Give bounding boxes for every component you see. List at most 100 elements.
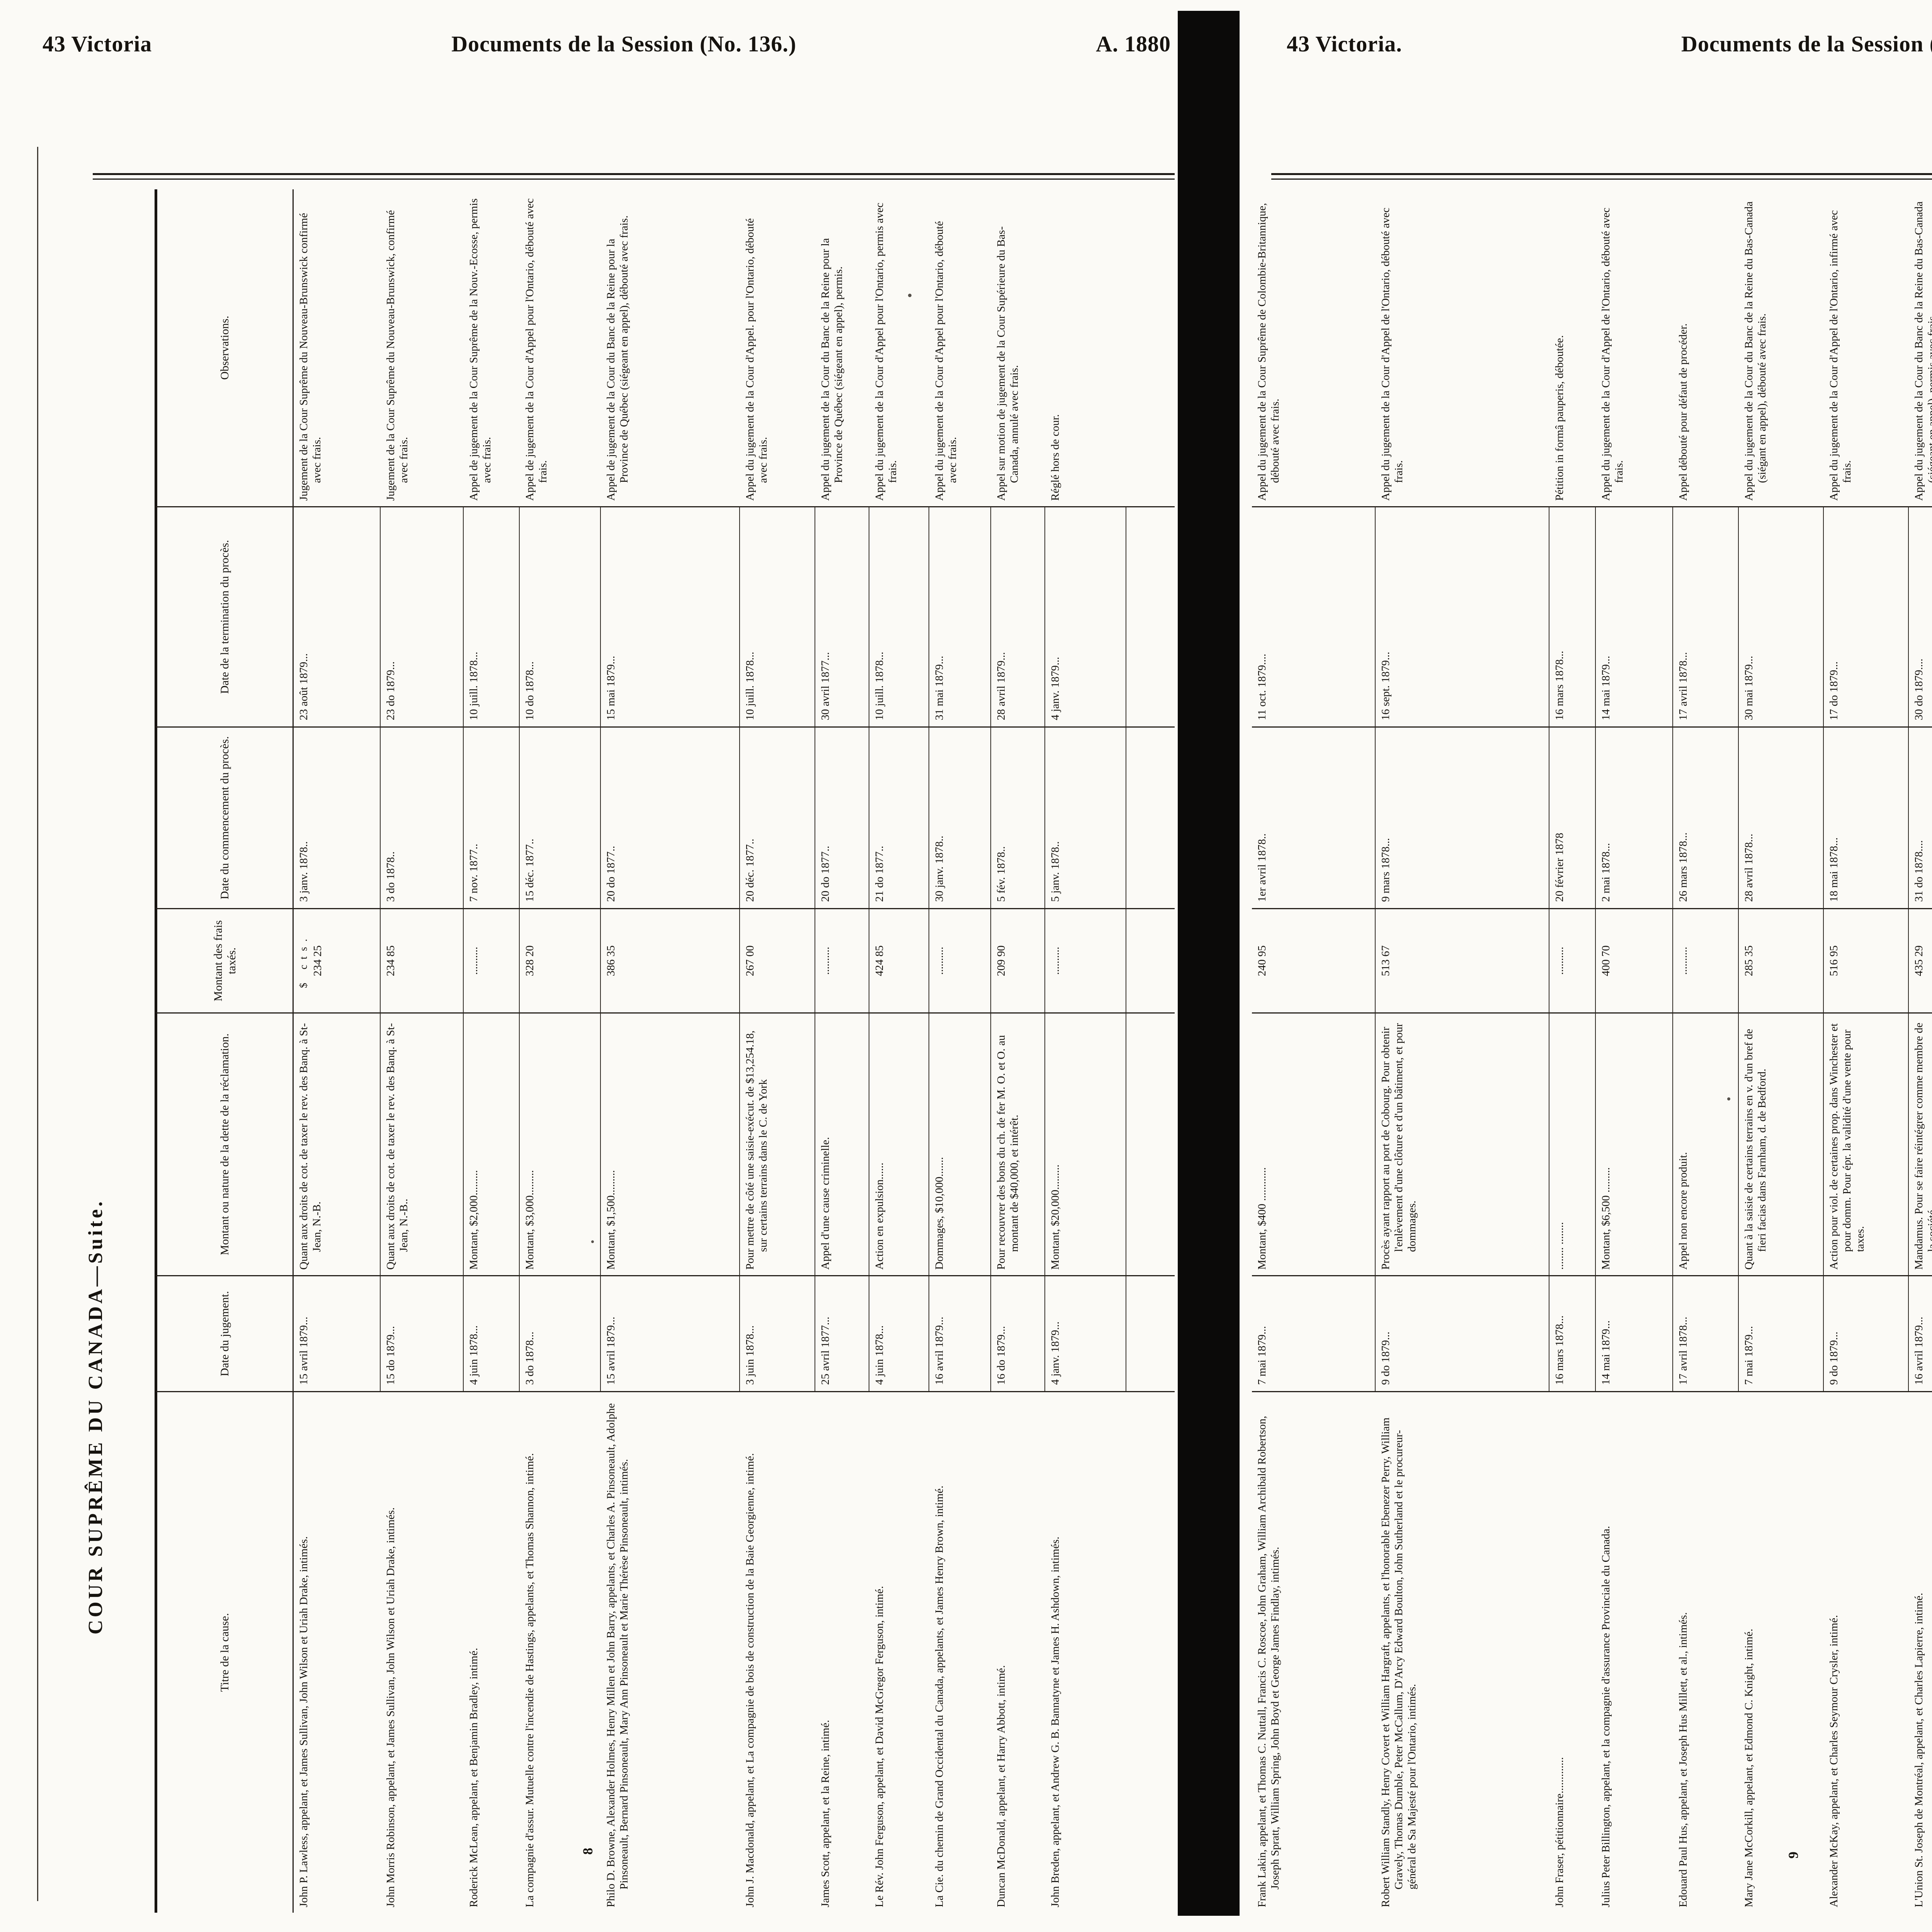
scan-speck [591,1240,594,1243]
cell-title: Mary Jane McCorkill, appelant, et Edmond… [1739,1391,1824,1913]
cell-observations: Appel du jugement de la Cour d'Appel de … [1600,207,1625,501]
cell-termination: 30 mai 1879... [1739,506,1824,726]
cell-title: John Morris Robinson, appelant, et James… [381,1391,464,1913]
cell-jugement: 16 avril 1879... [929,1275,991,1391]
cell-montant: Montant, $20,000......... [1045,1012,1126,1275]
cell-frais: 516 95 [1824,908,1909,1012]
cell-frais: $ cts. 234 25 [294,908,381,1012]
cell-title: Philo D. Browne, Alexander Holmes, Henry… [601,1391,740,1913]
cell-observations: Appel du jugement de la Cour d'Appel de … [1828,210,1853,501]
cell-title: Le Rév. John Ferguson, appelant, et Davi… [869,1391,929,1913]
cell-observations: Appel du jugement de la Cour Suprême de … [1256,203,1281,501]
column-header-0: Titre de la cause. [155,1391,294,1913]
cell-jugement: 9 do 1879... [1376,1275,1549,1391]
cell-commencement: 9 mars 1878... [1376,726,1549,908]
document-title: Documents de la Session (No. 136.) [451,31,797,56]
cell-termination: 17 avril 1878... [1673,506,1739,726]
page-right-header: 43 Victoria. Documents de la Session (No… [1287,31,1932,57]
cell-jugement: 4 janv. 1879... [1045,1275,1126,1391]
cell-montant: Montant, $3,000......... [520,1012,601,1275]
cell-termination: 4 janv. 1879... [1045,506,1126,726]
cell-frais: 234 85 [381,908,464,1012]
cell-frais: 386 35 [601,908,740,1012]
cell-termination: 16 mars 1878... [1549,506,1596,726]
cell-termination: 30 avril 1877... [815,506,869,726]
cell-title: La compagnie d'assur. Mutuelle contre l'… [520,1391,601,1913]
column-header-2: Montant ou nature de la dette de la récl… [155,1012,294,1275]
column-header-5: Date de la termination du procès. [155,506,294,726]
year-label: A. 1880 [1096,31,1171,56]
cell-commencement: 3 janv. 1878.. [294,726,381,908]
cell-observations: Appel du jugement de la Cour du Banc de … [1913,201,1932,501]
cell-jugement: 3 juin 1878... [740,1275,815,1391]
cell-frais: .......... [1549,908,1596,1012]
cell-frais: 328 20 [520,908,601,1012]
cell-frais: 513 67 [1376,908,1549,1012]
column-header-1: Date du jugement. [155,1275,294,1391]
cell-frais: 400 70 [1596,908,1673,1012]
cell-jugement: 7 mai 1879... [1252,1275,1376,1391]
court-table-left-page: Titre de la cause. Date du jugement. Monta… [155,189,1175,1913]
cell-jugement: 15 avril 1879... [294,1275,381,1391]
scan-speck [908,294,912,297]
cell-frais: .......... [929,908,991,1012]
cell-observations: Appel du jugement de la Cour d'Appel de … [1379,207,1405,501]
header-rule-right [1271,173,1932,180]
cell-frais: 240 95 [1252,908,1376,1012]
cell-title: Robert William Standly, Henry Covert et … [1376,1391,1549,1913]
column-header-3: Montant des frais taxés. [155,908,294,1012]
frais-unit-label: $ cts. [298,934,309,988]
cell-title: Edouard Paul Hus, appelant, et Joseph Hu… [1673,1391,1739,1913]
cell-observations: Appel de jugement de la Cour Suprême de … [468,198,493,501]
cell-observations: Appel sur motion de jugement de la Cour … [995,226,1020,501]
cell-termination: 14 mai 1879... [1596,506,1673,726]
cell-jugement: 16 mars 1878... [1549,1275,1596,1391]
cell-commencement: 3 do 1878.. [381,726,464,908]
cell-montant: Montant, $400 ............ [1252,1012,1376,1275]
court-table-right-page: Frank Lakin, appelant, et Thomas C. Nutt… [1252,189,1932,1913]
cell-commencement: 26 mars 1878... [1673,726,1739,908]
page-edge-line [37,147,38,1901]
cell-observations: Appel du jugement de la Cour d'Appel pou… [873,202,899,501]
cell-frais: .......... [1673,908,1739,1012]
cell-commencement: 5 janv. 1878.. [1045,726,1126,908]
cell-montant: Quant aux droits de cot. de taxer le rev… [294,1012,381,1275]
cell-jugement: 3 do 1878... [520,1275,601,1391]
page-left-header: 43 Victoria Documents de la Session (No.… [43,31,1171,57]
cell-commencement: 1er avril 1878.. [1252,726,1376,908]
cell-commencement: 20 déc. 1877.. [740,726,815,908]
cell-montant: Montant, $6,500 ......... [1596,1012,1673,1275]
cell-montant: Mandamus. Pour se faire réintégrer comme… [1909,1012,1932,1275]
cell-frais: 267 00 [740,908,815,1012]
cell-commencement: 28 avril 1878... [1739,726,1824,908]
cell-termination: 15 mai 1879... [601,506,740,726]
cell-montant: Dommages, $10,000....... [929,1012,991,1275]
cell-termination: 17 do 1879... [1824,506,1909,726]
cell-termination: 30 do 1879.... [1909,506,1932,726]
cell-observations: Appel débouté pour défaut de procéder. [1677,323,1689,501]
cell-montant: Appel d'une cause criminelle. [815,1012,869,1275]
table-caption: COUR SUPRÊME DU CANADA—Suite. [85,1199,107,1634]
cell-jugement: 25 avril 1877... [815,1275,869,1391]
cell-observations: Jugement de la Cour Suprême du Nouveau-B… [298,213,323,501]
volume-label: 43 Victoria [43,31,152,56]
cell-jugement: 15 do 1879... [381,1275,464,1391]
cell-title: L'Union St. Joseph de Montréal, appelant… [1909,1391,1932,1913]
cell-montant: Pour mettre de côté une saisie-exécut. d… [740,1012,815,1275]
cell-jugement: 4 juin 1878... [464,1275,520,1391]
cell-observations: Réglé hors de cour. [1049,414,1061,501]
cell-commencement: 2 mai 1878... [1596,726,1673,908]
cell-observations: Pétition in formâ pauperis, déboutée. [1553,335,1566,501]
cell-jugement: 16 do 1879... [991,1275,1045,1391]
cell-title: John Fraser, pétitionnaire............. [1549,1391,1596,1913]
cell-montant: Appel non encore produit. [1673,1012,1739,1275]
cell-montant: Action en expulsion...... [869,1012,929,1275]
cell-frais: .......... [464,908,520,1012]
cell-title: James Scott, appelant, et la Reine, inti… [815,1391,869,1913]
cell-montant: Quant à la saisie de certains terrains e… [1739,1012,1824,1275]
cell-termination: 23 do 1879... [381,506,464,726]
cell-blank [1126,726,1175,908]
cell-title: Frank Lakin, appelant, et Thomas C. Nutt… [1252,1391,1376,1913]
cell-title: Roderick McLean, appelant, et Benjamin B… [464,1391,520,1913]
cell-termination: 31 mai 1879... [929,506,991,726]
